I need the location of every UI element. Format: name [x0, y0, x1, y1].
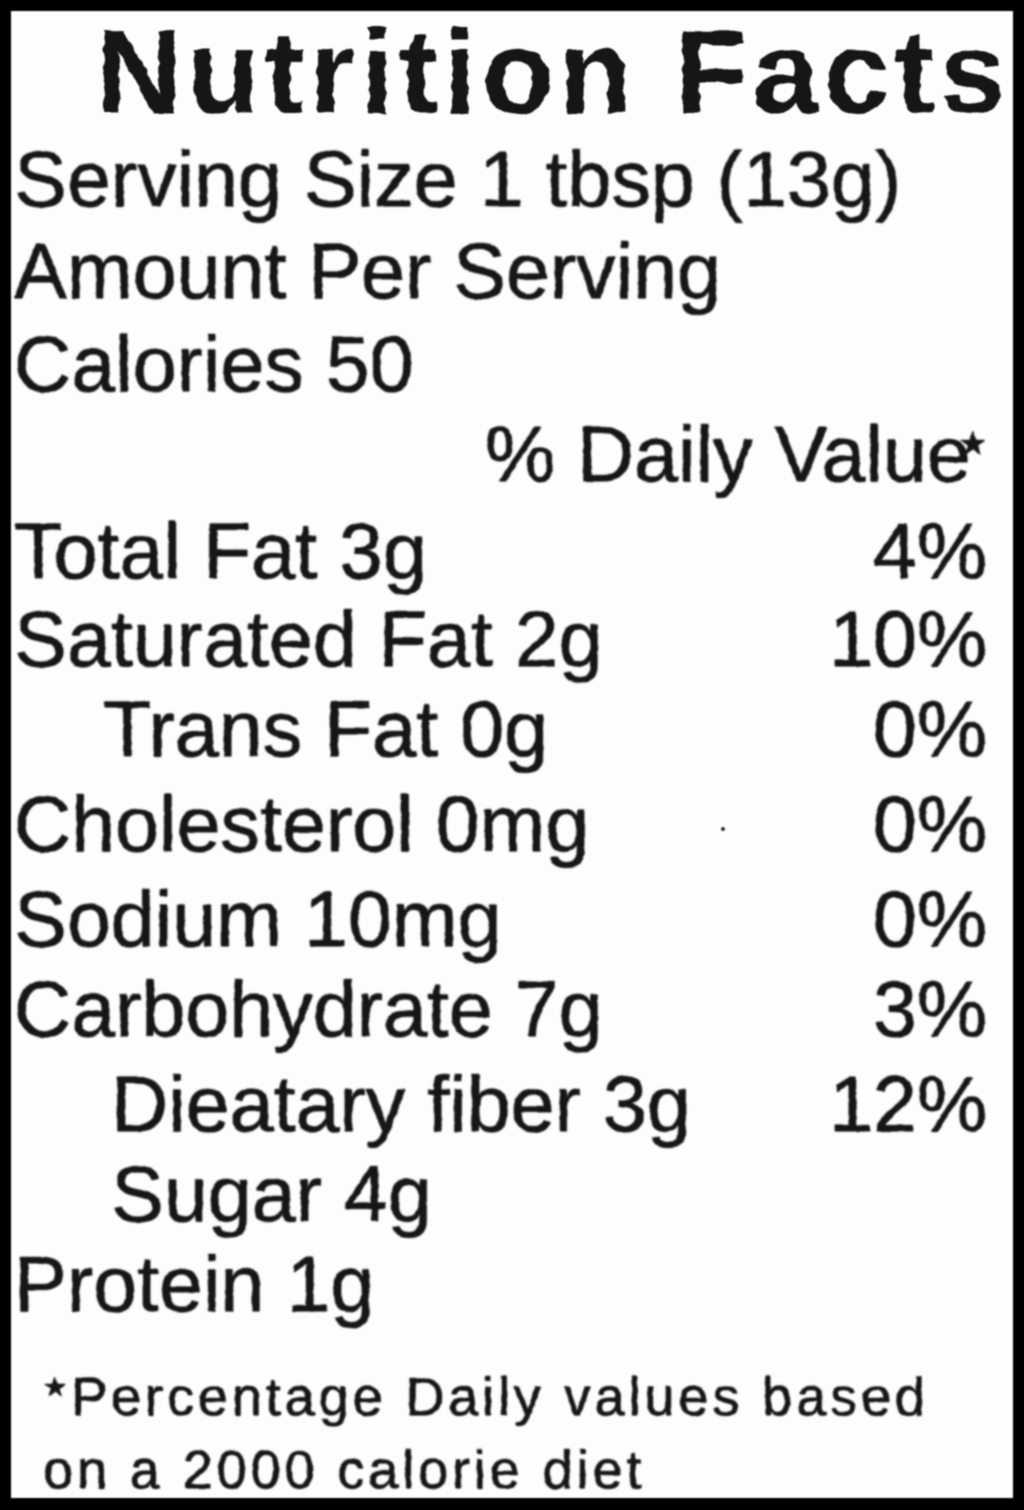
svg-text:Nutrition Facts: Nutrition Facts: [96, 11, 1011, 139]
